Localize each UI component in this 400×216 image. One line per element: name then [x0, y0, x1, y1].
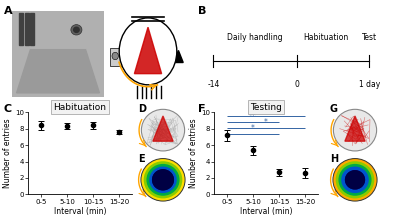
Text: C: C [4, 104, 12, 114]
Text: 1 day: 1 day [358, 80, 380, 89]
Circle shape [119, 18, 177, 85]
Y-axis label: Number of entries: Number of entries [3, 119, 12, 188]
Circle shape [333, 159, 377, 201]
Circle shape [338, 164, 372, 196]
Circle shape [149, 167, 177, 193]
Polygon shape [345, 116, 365, 141]
Text: G: G [330, 104, 338, 114]
Text: 0: 0 [294, 80, 300, 89]
Text: **: ** [249, 112, 257, 121]
Polygon shape [134, 27, 162, 74]
Bar [19, 13, 23, 45]
Text: A: A [4, 6, 13, 16]
Text: Test: Test [362, 33, 377, 42]
Bar [25, 13, 28, 45]
Circle shape [345, 170, 365, 190]
Text: Habituation: Habituation [303, 33, 348, 42]
Polygon shape [174, 51, 183, 62]
Circle shape [333, 109, 377, 151]
Text: Daily handling: Daily handling [227, 33, 283, 42]
Bar [30, 13, 34, 45]
Text: -14: -14 [207, 80, 220, 89]
X-axis label: Interval (min): Interval (min) [54, 207, 106, 216]
Circle shape [152, 169, 174, 191]
Text: D: D [138, 104, 146, 114]
Circle shape [71, 25, 82, 35]
Text: F: F [198, 104, 206, 114]
Circle shape [141, 109, 185, 151]
Title: Testing: Testing [250, 103, 282, 111]
Circle shape [144, 161, 182, 199]
Polygon shape [153, 116, 173, 141]
Circle shape [112, 52, 118, 60]
Circle shape [152, 169, 174, 191]
Title: Habituation: Habituation [54, 103, 106, 111]
Circle shape [146, 164, 180, 196]
Text: *: * [251, 124, 255, 133]
Circle shape [336, 161, 374, 199]
Circle shape [341, 167, 369, 193]
Polygon shape [17, 50, 99, 93]
Text: H: H [330, 154, 338, 164]
Circle shape [141, 159, 185, 201]
Text: B: B [198, 6, 206, 16]
Text: *: * [264, 118, 268, 127]
Circle shape [345, 170, 365, 190]
Text: E: E [138, 154, 145, 164]
Y-axis label: Number of entries: Number of entries [189, 119, 198, 188]
Circle shape [74, 27, 79, 32]
Bar [110, 48, 122, 66]
X-axis label: Interval (min): Interval (min) [240, 207, 292, 216]
Text: **: ** [262, 106, 270, 115]
